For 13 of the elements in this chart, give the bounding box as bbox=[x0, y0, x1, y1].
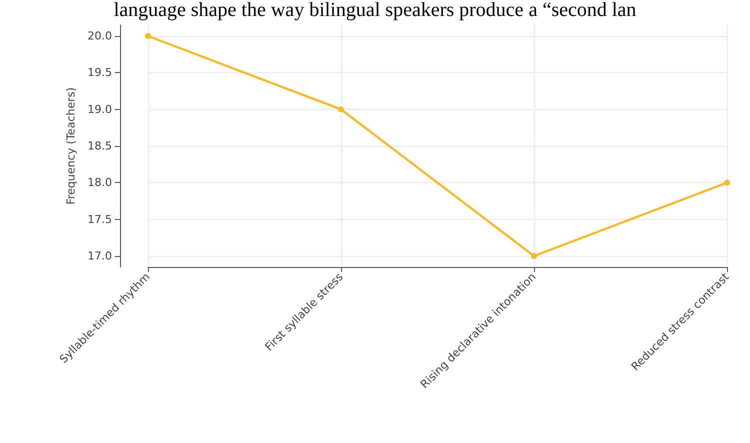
text: language shape the way bilingual speakers produce a “second lan bbox=[114, 0, 636, 21]
y-tick-label: 20.0 bbox=[88, 30, 112, 42]
y-tick-label: 17.5 bbox=[88, 212, 112, 226]
y-tick-label: 19.0 bbox=[88, 102, 112, 116]
point bbox=[724, 180, 730, 186]
y-tick-label: 18.5 bbox=[88, 140, 112, 152]
y-tick-label: 17.0 bbox=[88, 250, 112, 262]
point bbox=[531, 253, 537, 259]
point bbox=[145, 33, 151, 39]
point bbox=[338, 106, 344, 112]
y-axis-title: Frequency (Teachers) bbox=[64, 87, 78, 205]
y-tick-label: 19.5 bbox=[88, 66, 112, 80]
y-tick-label: 18.0 bbox=[88, 176, 112, 190]
